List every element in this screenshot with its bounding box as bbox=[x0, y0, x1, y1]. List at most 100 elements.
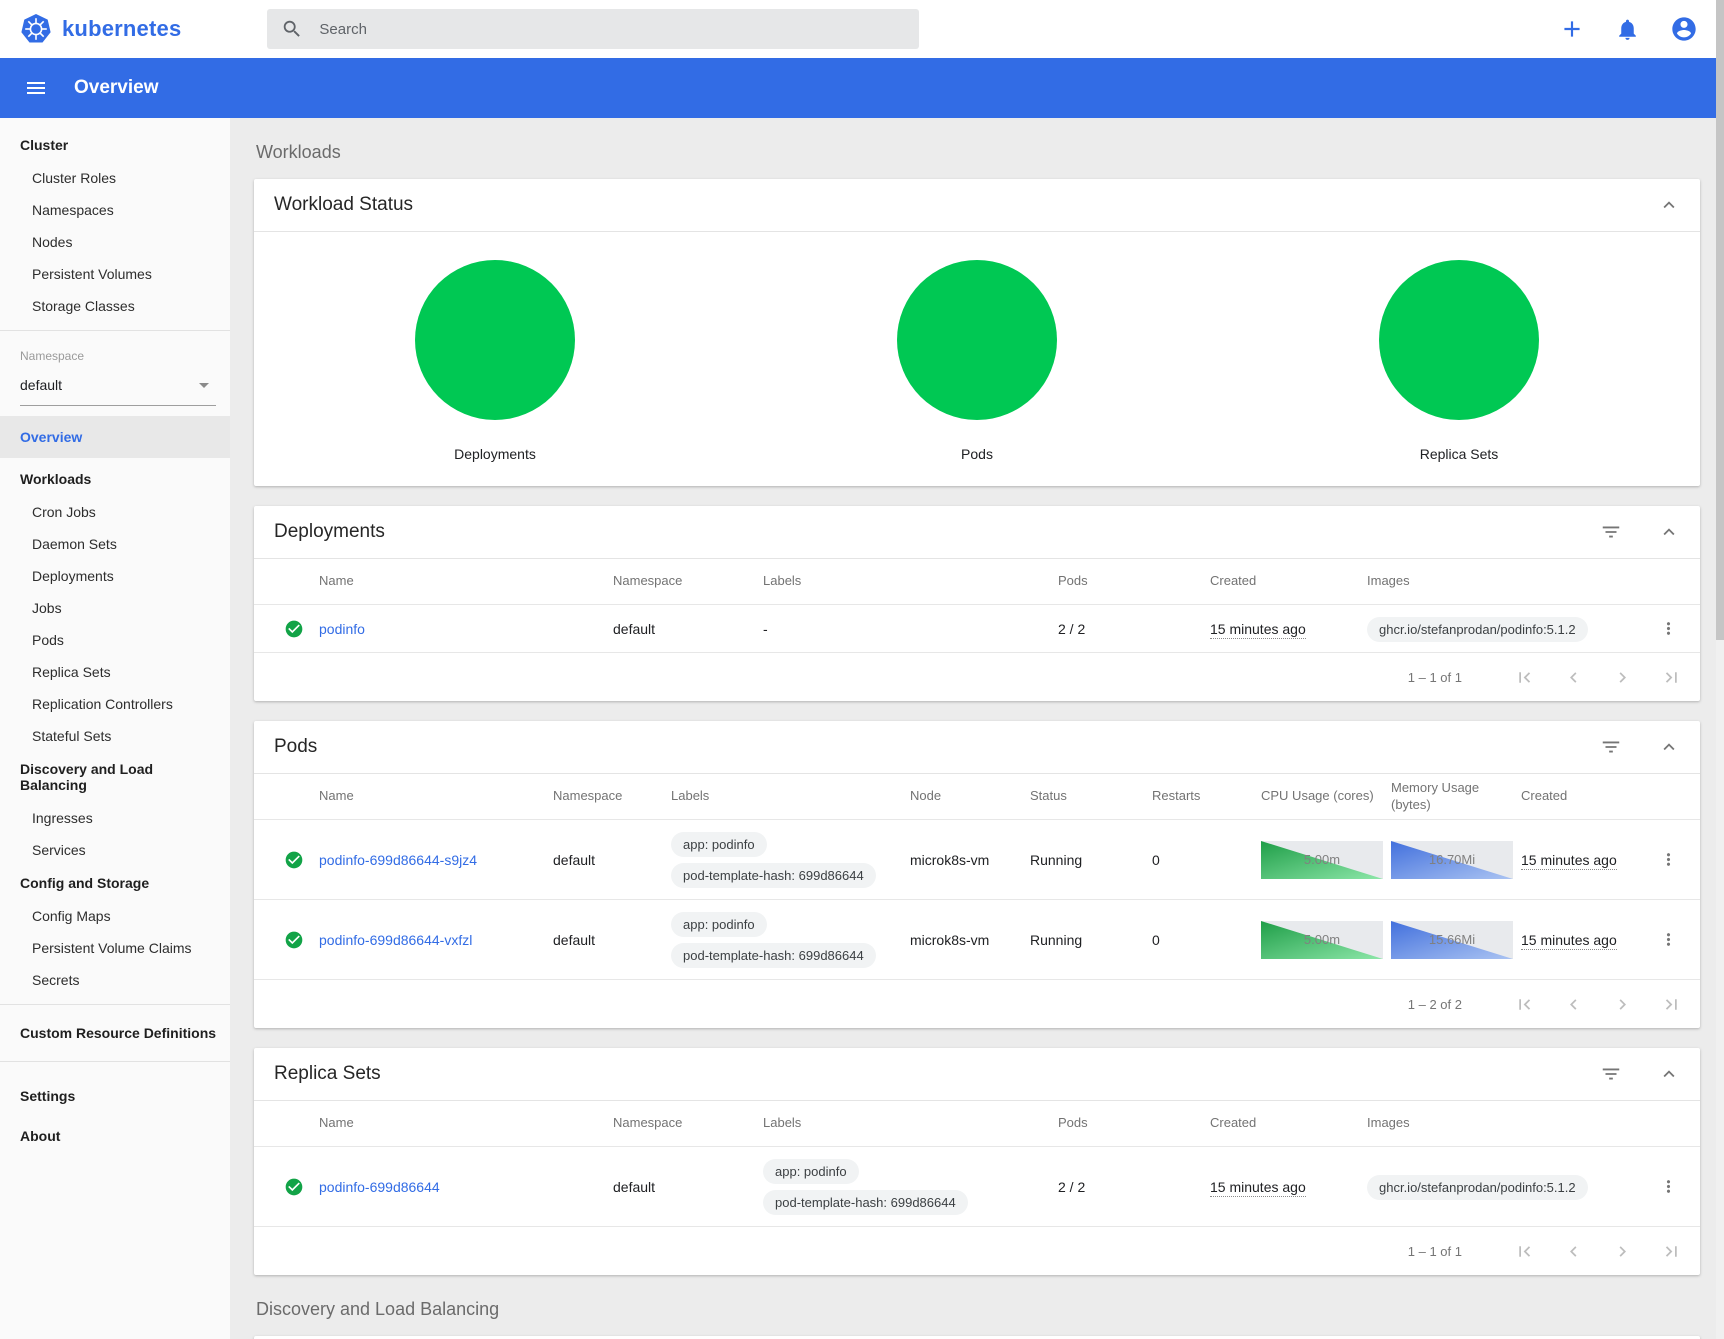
user-profile-button[interactable] bbox=[1670, 15, 1698, 43]
cpu-usage-value: 5.00m bbox=[1303, 932, 1341, 947]
filter-icon bbox=[1600, 1063, 1622, 1085]
label-chip: pod-template-hash: 699d86644 bbox=[671, 942, 876, 968]
column-header-namespace: Namespace bbox=[613, 1115, 683, 1131]
pagination-range: 1 – 1 of 1 bbox=[1407, 669, 1462, 685]
first-page-button[interactable] bbox=[1514, 1241, 1535, 1262]
sidebar-item-config-maps[interactable]: Config Maps bbox=[32, 908, 111, 924]
chart-label: Pods bbox=[961, 446, 993, 462]
workloads-section-heading: Workloads bbox=[256, 142, 341, 162]
pod-name-link[interactable]: podinfo-699d86644-vxfzl bbox=[319, 931, 473, 948]
sidebar-item-workloads[interactable]: Workloads bbox=[20, 471, 92, 487]
sidebar-item-jobs[interactable]: Jobs bbox=[32, 600, 62, 616]
row-menu-button[interactable] bbox=[1659, 850, 1678, 869]
sidebar-item-cluster-roles[interactable]: Cluster Roles bbox=[32, 170, 117, 186]
sidebar-item-persistent-volume-claims[interactable]: Persistent Volume Claims bbox=[32, 940, 192, 956]
sidebar-item-cron-jobs[interactable]: Cron Jobs bbox=[32, 504, 96, 520]
restarts-cell: 0 bbox=[1152, 851, 1160, 868]
next-page-button[interactable] bbox=[1612, 1241, 1633, 1262]
sidebar-item-daemon-sets[interactable]: Daemon Sets bbox=[32, 536, 117, 552]
search-input[interactable] bbox=[319, 20, 906, 38]
collapse-card-button[interactable] bbox=[1658, 521, 1680, 543]
sidebar-item-storage-classes[interactable]: Storage Classes bbox=[32, 298, 135, 314]
column-header-labels: Labels bbox=[763, 573, 802, 589]
sidebar-item-pods[interactable]: Pods bbox=[32, 632, 64, 648]
sidebar-item-namespaces[interactable]: Namespaces bbox=[32, 202, 114, 218]
pods-count-cell: 2 / 2 bbox=[1058, 620, 1086, 637]
sidebar-item-services[interactable]: Services bbox=[32, 842, 86, 858]
pagination-range: 1 – 2 of 2 bbox=[1407, 996, 1462, 1012]
chevron-up-icon bbox=[1658, 736, 1680, 758]
column-header-created: Created bbox=[1210, 1115, 1257, 1131]
sidebar-item-settings[interactable]: Settings bbox=[20, 1088, 76, 1104]
next-page-button[interactable] bbox=[1612, 667, 1633, 688]
cpu-usage-sparkline: 5.00m bbox=[1261, 840, 1383, 879]
notifications-button[interactable] bbox=[1615, 17, 1640, 42]
namespace-selected-value: default bbox=[20, 377, 63, 393]
pod-name-link[interactable]: podinfo-699d86644-s9jz4 bbox=[319, 851, 478, 868]
sidebar-item-config-and-storage[interactable]: Config and Storage bbox=[20, 875, 150, 891]
deployment-name-link[interactable]: podinfo bbox=[319, 620, 365, 637]
sidebar-divider bbox=[0, 330, 230, 331]
sidebar-item-nodes[interactable]: Nodes bbox=[32, 234, 73, 250]
kubernetes-brand[interactable]: kubernetes bbox=[20, 13, 181, 45]
sidebar-item-about[interactable]: About bbox=[20, 1128, 61, 1144]
scrollbar-thumb[interactable] bbox=[1716, 0, 1724, 640]
table-header-row: Name Namespace Labels Pods Created Image… bbox=[254, 1101, 1700, 1147]
previous-page-button[interactable] bbox=[1563, 994, 1584, 1015]
page-title: Overview bbox=[74, 77, 159, 98]
last-page-button[interactable] bbox=[1661, 667, 1682, 688]
sidebar-item-ingresses[interactable]: Ingresses bbox=[32, 810, 93, 826]
chevron-right-icon bbox=[1612, 994, 1633, 1015]
column-header-namespace: Namespace bbox=[613, 573, 683, 589]
sidebar-item-stateful-sets[interactable]: Stateful Sets bbox=[32, 728, 112, 744]
chevron-down-icon bbox=[192, 373, 216, 397]
first-page-button[interactable] bbox=[1514, 994, 1535, 1015]
sidebar-item-discovery-and-load-balancing[interactable]: Discovery and Load Balancing bbox=[20, 761, 154, 793]
row-menu-button[interactable] bbox=[1659, 930, 1678, 949]
search-bar[interactable] bbox=[267, 9, 920, 49]
sidebar-item-persistent-volumes[interactable]: Persistent Volumes bbox=[32, 266, 152, 282]
column-header-namespace: Namespace bbox=[553, 788, 623, 804]
column-header-name: Name bbox=[319, 788, 354, 804]
sidebar-item-secrets[interactable]: Secrets bbox=[32, 972, 80, 988]
filter-button[interactable] bbox=[1600, 736, 1622, 758]
pods-status-donut bbox=[897, 260, 1057, 420]
create-resource-button[interactable] bbox=[1559, 16, 1585, 42]
column-header-name: Name bbox=[319, 573, 354, 589]
next-page-button[interactable] bbox=[1612, 994, 1633, 1015]
previous-page-button[interactable] bbox=[1563, 667, 1584, 688]
status-cell: Running bbox=[1030, 851, 1083, 868]
sidebar-item-overview[interactable]: Overview bbox=[0, 416, 230, 458]
column-header-pods: Pods bbox=[1058, 573, 1088, 589]
cpu-usage-sparkline: 5.00m bbox=[1261, 920, 1383, 959]
filter-button[interactable] bbox=[1600, 1063, 1622, 1085]
sidebar-item-cluster[interactable]: Cluster bbox=[20, 137, 69, 153]
restarts-cell: 0 bbox=[1152, 931, 1160, 948]
collapse-card-button[interactable] bbox=[1658, 194, 1680, 216]
sidebar-item-replication-controllers[interactable]: Replication Controllers bbox=[32, 696, 173, 712]
pagination-range: 1 – 1 of 1 bbox=[1407, 1243, 1462, 1259]
plus-icon bbox=[1559, 16, 1585, 42]
sidebar-item-deployments[interactable]: Deployments bbox=[32, 568, 114, 584]
first-page-button[interactable] bbox=[1514, 667, 1535, 688]
collapse-card-button[interactable] bbox=[1658, 1063, 1680, 1085]
last-page-button[interactable] bbox=[1661, 994, 1682, 1015]
sidebar-toggle-button[interactable] bbox=[24, 76, 48, 100]
last-page-icon bbox=[1661, 994, 1682, 1015]
row-menu-button[interactable] bbox=[1659, 619, 1678, 638]
collapse-card-button[interactable] bbox=[1658, 736, 1680, 758]
created-cell: 15 minutes ago bbox=[1521, 851, 1617, 870]
label-chip: app: podinfo bbox=[671, 911, 767, 937]
chevron-up-icon bbox=[1658, 194, 1680, 216]
table-row: podinfo-699d86644-vxfzl default app: pod… bbox=[254, 900, 1700, 980]
vertical-scrollbar[interactable] bbox=[1716, 0, 1724, 1339]
pagination: 1 – 1 of 1 bbox=[254, 1227, 1700, 1275]
filter-button[interactable] bbox=[1600, 521, 1622, 543]
sidebar-item-replica-sets[interactable]: Replica Sets bbox=[32, 664, 111, 680]
replica-set-name-link[interactable]: podinfo-699d86644 bbox=[319, 1178, 440, 1195]
sidebar-item-custom-resource-definitions[interactable]: Custom Resource Definitions bbox=[20, 1025, 217, 1041]
last-page-button[interactable] bbox=[1661, 1241, 1682, 1262]
previous-page-button[interactable] bbox=[1563, 1241, 1584, 1262]
row-menu-button[interactable] bbox=[1659, 1177, 1678, 1196]
namespace-select[interactable]: default bbox=[20, 367, 216, 406]
